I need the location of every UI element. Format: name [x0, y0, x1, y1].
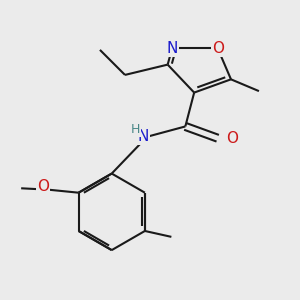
Text: N: N — [167, 41, 178, 56]
Text: O: O — [226, 131, 238, 146]
Text: O: O — [37, 179, 49, 194]
Text: H: H — [131, 123, 140, 136]
Text: N: N — [137, 129, 148, 144]
Text: O: O — [212, 41, 224, 56]
